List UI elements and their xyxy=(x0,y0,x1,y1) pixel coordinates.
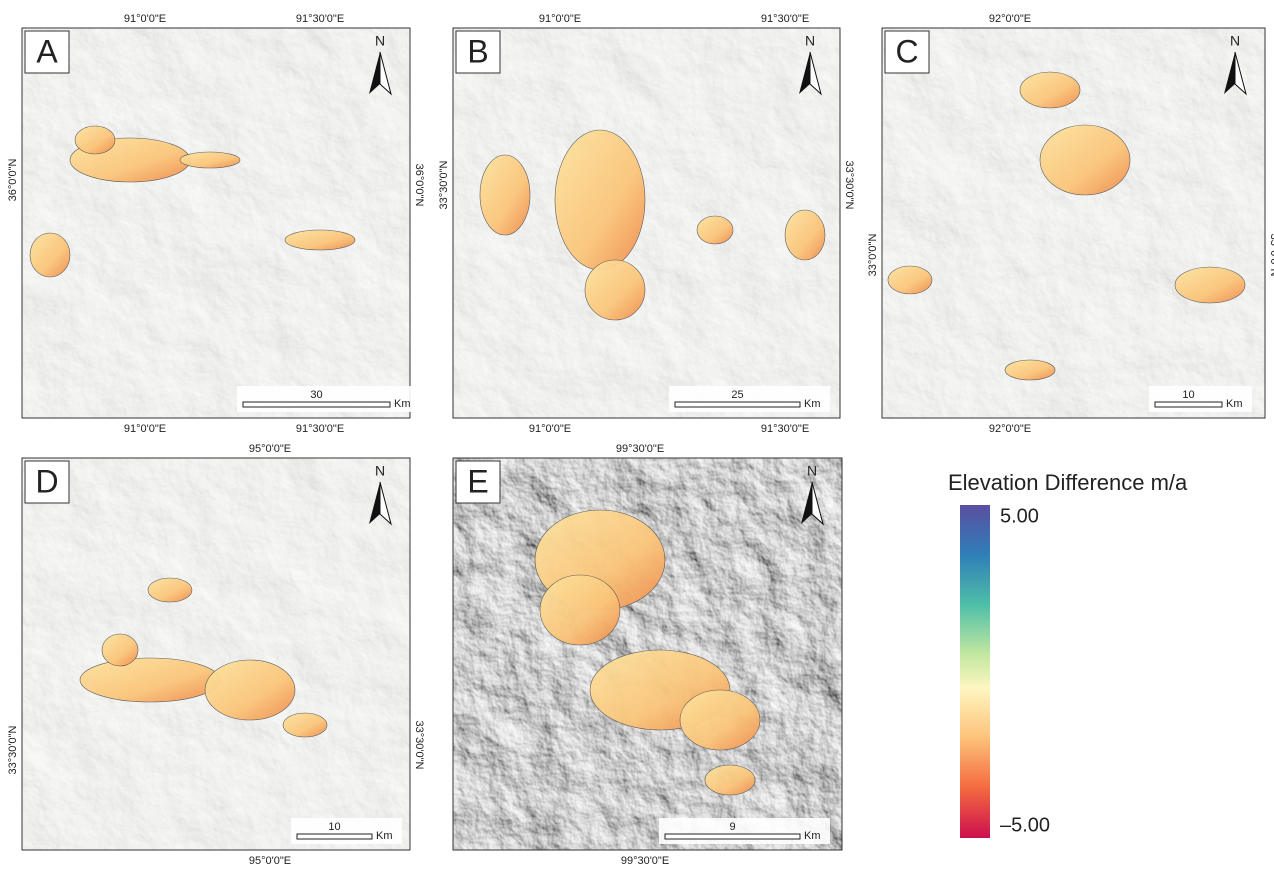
bottom-coordinate: 91°30'0"E xyxy=(296,423,344,435)
scale-value: 10 xyxy=(1182,389,1194,401)
right-coordinate: 33°0'0"N xyxy=(1268,234,1274,277)
glacier xyxy=(1175,267,1245,303)
north-label: N xyxy=(805,33,815,49)
map-panel: D N 95°0'0"E 95°0'0"E 33°30'0"N 33°30'0"N 10 Km xyxy=(7,443,425,864)
bottom-coordinate: 95°0'0"E xyxy=(249,855,291,864)
scale-bar xyxy=(297,834,372,839)
scale-value: 30 xyxy=(310,389,322,401)
scale-unit: Km xyxy=(394,398,411,410)
map-panel: A N 91°0'0"E 91°30'0"E 91°0'0"E 91°30'0"E 36°0… xyxy=(7,13,425,435)
glacier xyxy=(30,233,70,277)
bottom-coordinate: 91°0'0"E xyxy=(124,423,166,435)
glacier xyxy=(205,660,295,720)
top-coordinate: 95°0'0"E xyxy=(249,443,291,455)
left-coordinate: 33°30'0"N xyxy=(438,160,450,209)
scale-value: 9 xyxy=(729,821,735,833)
left-coordinate: 33°30'0"N xyxy=(7,725,19,774)
glacier xyxy=(888,266,932,294)
north-label: N xyxy=(375,33,385,49)
glacier xyxy=(680,690,760,750)
scale-bar xyxy=(243,402,390,407)
glacier xyxy=(1005,360,1055,380)
scale-value: 25 xyxy=(731,389,743,401)
glacier xyxy=(102,634,138,666)
north-label: N xyxy=(1230,33,1240,49)
top-coordinate: 91°30'0"E xyxy=(761,13,809,25)
legend: Elevation Difference m/a 5.00 –5.00 xyxy=(948,470,1188,838)
glacier xyxy=(785,210,825,260)
top-coordinate: 91°0'0"E xyxy=(539,13,581,25)
figure: A N 91°0'0"E 91°30'0"E 91°0'0"E 91°30'0"E 36°0… xyxy=(0,0,1274,864)
left-coordinate: 33°0'0"N xyxy=(867,234,879,277)
glacier xyxy=(180,152,240,168)
left-coordinate: 36°0'0"N xyxy=(7,159,19,202)
right-coordinate: 33°30'0"N xyxy=(843,161,855,210)
color-ramp xyxy=(960,505,990,838)
glacier xyxy=(75,126,115,154)
glacier xyxy=(283,713,327,737)
glacier xyxy=(80,658,220,702)
glacier xyxy=(697,216,733,244)
glacier xyxy=(705,765,755,795)
glacier xyxy=(1020,72,1080,108)
glacier xyxy=(148,578,192,602)
top-coordinate: 91°30'0"E xyxy=(296,13,344,25)
panel-label: D xyxy=(35,463,58,499)
scale-bar xyxy=(675,402,800,407)
haze xyxy=(22,458,410,850)
scale-bar xyxy=(1155,402,1222,407)
map-area xyxy=(453,28,840,418)
panel-label: A xyxy=(36,33,58,69)
scale-unit: Km xyxy=(376,830,393,842)
glacier xyxy=(555,130,645,270)
legend-tick-label: –5.00 xyxy=(1000,814,1050,836)
panel-label: C xyxy=(895,33,918,69)
scale-value: 10 xyxy=(328,821,340,833)
scale-unit: Km xyxy=(804,830,821,842)
north-label: N xyxy=(807,463,817,479)
scale-bar xyxy=(665,834,800,839)
page: {"panels": [ {"label": "A", "top": ["91°… xyxy=(0,0,1274,869)
right-coordinate: 33°30'0"N xyxy=(413,721,425,770)
scale-bar-background xyxy=(237,386,420,412)
right-coordinate: 36°0'0"N xyxy=(413,164,425,207)
top-coordinate: 92°0'0"E xyxy=(989,13,1031,25)
north-label: N xyxy=(375,463,385,479)
bottom-coordinate: 91°30'0"E xyxy=(761,423,809,435)
glacier xyxy=(285,230,355,250)
map-panel: E N 99°30'0"E 99°30'0"E 9 Km xyxy=(453,443,842,864)
map-area xyxy=(453,458,842,850)
top-coordinate: 99°30'0"E xyxy=(616,443,664,455)
panel-label: E xyxy=(467,463,488,499)
glacier xyxy=(480,155,530,235)
legend-tick-label: 5.00 xyxy=(1000,505,1039,527)
map-area xyxy=(22,458,410,850)
map-panel: B N 91°0'0"E 91°30'0"E 91°0'0"E 91°30'0"E 33°3… xyxy=(438,13,855,435)
haze xyxy=(22,28,410,418)
top-coordinate: 91°0'0"E xyxy=(124,13,166,25)
scale-unit: Km xyxy=(804,398,821,410)
bottom-coordinate: 92°0'0"E xyxy=(989,423,1031,435)
bottom-coordinate: 99°30'0"E xyxy=(621,855,669,864)
map-area xyxy=(22,28,410,418)
glacier xyxy=(540,575,620,645)
bottom-coordinate: 91°0'0"E xyxy=(529,423,571,435)
panel-label: B xyxy=(467,33,488,69)
map-panel: C N 92°0'0"E 92°0'0"E 33°0'0"N 33°0'0"N 10 Km xyxy=(867,13,1274,435)
glacier xyxy=(1040,125,1130,195)
glacier xyxy=(585,260,645,320)
map-area xyxy=(882,28,1265,418)
scale-unit: Km xyxy=(1226,398,1243,410)
legend-title: Elevation Difference m/a xyxy=(948,470,1188,495)
